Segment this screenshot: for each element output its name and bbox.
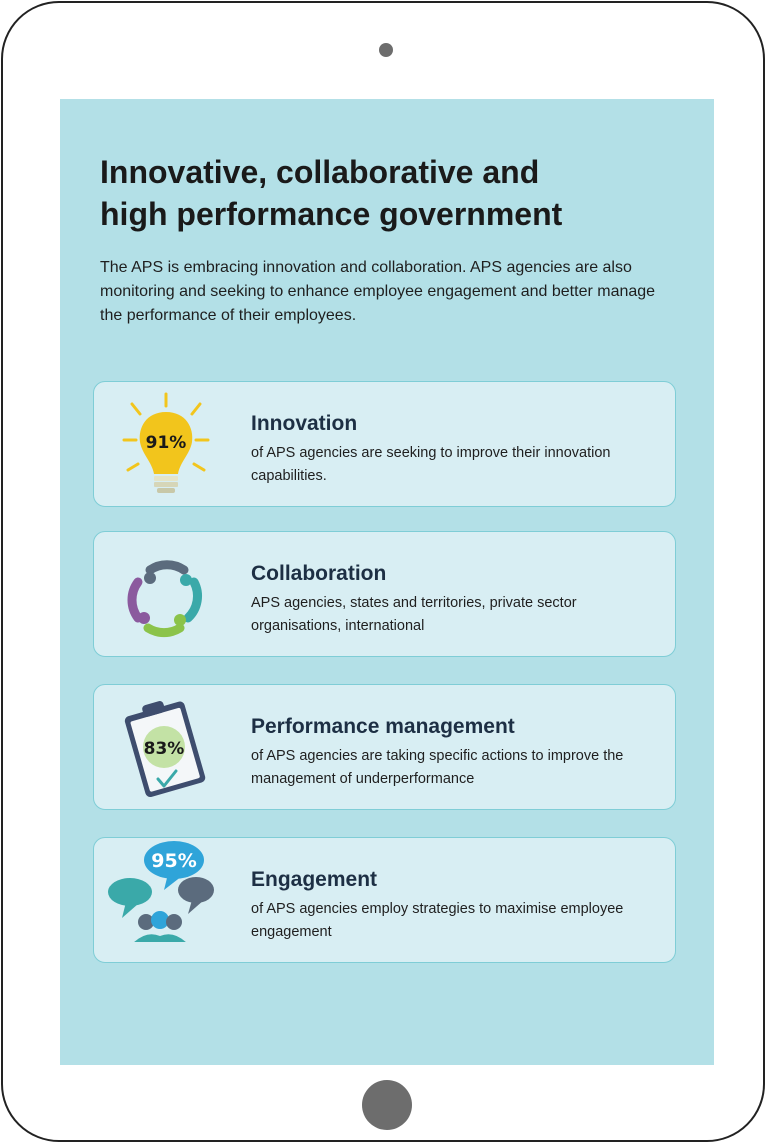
performance-stat: 83%	[144, 739, 185, 759]
home-button[interactable]	[362, 1080, 412, 1130]
engagement-title: Engagement	[251, 868, 378, 891]
collaboration-description: APS agencies, states and territories, pr…	[251, 595, 577, 634]
camera-icon	[379, 43, 393, 57]
page-title: Innovative, collaborative and high perfo…	[100, 154, 563, 232]
lightbulb-icon: 91%	[122, 392, 210, 493]
collaboration-circle-icon	[127, 560, 202, 638]
collaboration-title: Collaboration	[251, 562, 387, 585]
infographic-screen: Innovative, collaborative and high perfo…	[60, 99, 714, 1065]
intro-text: The APS is embracing innovation and coll…	[100, 259, 656, 324]
innovation-card: 91% Innovation of APS agencies are seeki…	[93, 381, 676, 507]
innovation-description: of APS agencies are seeking to improve t…	[251, 445, 611, 484]
performance-card: 83% Performance management of APS agenci…	[93, 684, 676, 810]
engagement-stat: 95%	[151, 850, 196, 872]
speech-bubbles-people-icon: 95%	[108, 841, 214, 942]
engagement-description: of APS agencies employ strategies to max…	[251, 901, 624, 940]
performance-description: of APS agencies are taking specific acti…	[251, 748, 624, 787]
innovation-title: Innovation	[251, 412, 358, 435]
performance-title: Performance management	[251, 715, 515, 738]
innovation-stat: 91%	[146, 433, 187, 453]
engagement-card: 95% Engagement of APS agencies employ st…	[93, 837, 676, 963]
clipboard-icon: 83%	[124, 701, 206, 798]
collaboration-card: Collaboration APS agencies, states and t…	[93, 531, 676, 657]
